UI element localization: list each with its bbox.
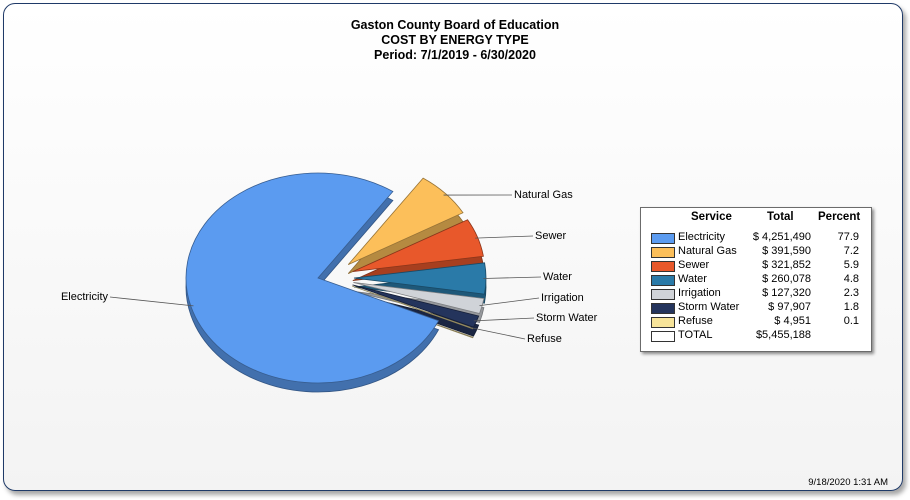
legend-row: Sewer $ 321,852 5.9 — [641, 259, 871, 273]
legend-row: Natural Gas $ 391,590 7.2 — [641, 245, 871, 259]
legend-service: Electricity — [678, 231, 726, 243]
timestamp: 9/18/2020 1:31 AM — [808, 477, 888, 488]
legend-row: TOTAL $5,455,188 — [641, 329, 871, 343]
legend-percent: 1.8 — [843, 301, 859, 313]
legend-row: Storm Water $ 97,907 1.8 — [641, 301, 871, 315]
legend-service: Natural Gas — [678, 245, 737, 257]
legend-service: Sewer — [678, 259, 710, 271]
legend-swatch — [651, 317, 675, 328]
chart-titles: Gaston County Board of Education COST BY… — [0, 18, 910, 63]
callout-label: Irrigation — [541, 292, 584, 304]
chart-period: Period: 7/1/2019 - 6/30/2020 — [374, 48, 536, 62]
legend: Service Total Percent Electricity $ 4,251… — [640, 207, 872, 352]
legend-total: $ 97,907 — [768, 301, 811, 313]
legend-percent: 0.1 — [843, 315, 859, 327]
callout-line — [483, 276, 542, 279]
callout-line — [470, 327, 526, 340]
callout-label: Sewer — [535, 230, 567, 242]
callout-label: Natural Gas — [514, 189, 573, 201]
legend-row: Water $ 260,078 4.8 — [641, 273, 871, 287]
legend-percent: 4.8 — [843, 273, 859, 285]
pie-slice-sewer — [352, 219, 484, 272]
legend-swatch — [651, 233, 675, 244]
legend-total: $ 391,590 — [762, 245, 811, 257]
callout-line — [473, 317, 535, 322]
legend-header-total: Total — [767, 211, 794, 223]
legend-service: Water — [678, 273, 707, 285]
legend-swatch — [651, 275, 675, 286]
callout-label: Electricity — [61, 291, 109, 303]
legend-total: $ 321,852 — [762, 259, 811, 271]
legend-swatch — [651, 303, 675, 314]
legend-service: Storm Water — [678, 301, 740, 313]
pie-slice-natural-gas — [347, 177, 464, 265]
pie-slice-electricity — [185, 172, 440, 384]
legend-swatch — [651, 261, 675, 272]
callout-line — [109, 296, 194, 307]
legend-service: TOTAL — [678, 329, 713, 341]
legend-header-service: Service — [691, 211, 732, 223]
legend-percent: 7.2 — [843, 245, 859, 257]
legend-row: Refuse $ 4,951 0.1 — [641, 315, 871, 329]
legend-total: $ 127,320 — [762, 287, 811, 299]
pie-slice-storm-water — [352, 284, 480, 328]
callout-label: Storm Water — [536, 312, 598, 324]
legend-row: Electricity $ 4,251,490 77.9 — [641, 231, 871, 245]
callout-label: Water — [543, 271, 572, 283]
legend-total: $ 4,251,490 — [752, 231, 811, 243]
legend-total: $5,455,188 — [755, 329, 811, 341]
callout-line — [479, 297, 540, 307]
legend-row: Irrigation $ 127,320 2.3 — [641, 287, 871, 301]
legend-percent: 5.9 — [843, 259, 859, 271]
legend-service: Irrigation — [678, 287, 721, 299]
legend-percent: 77.9 — [837, 231, 859, 243]
legend-swatch — [651, 331, 675, 342]
legend-swatch — [651, 289, 675, 300]
chart-subtitle: COST BY ENERGY TYPE — [381, 33, 529, 47]
chart-title: Gaston County Board of Education — [350, 18, 560, 32]
pie-slice-irrigation — [353, 282, 485, 315]
legend-swatch — [651, 247, 675, 258]
legend-service: Refuse — [678, 315, 713, 327]
callout-label: Refuse — [527, 333, 562, 345]
callout-line — [475, 235, 534, 239]
legend-total: $ 4,951 — [774, 315, 811, 327]
legend-total: $ 260,078 — [762, 273, 811, 285]
legend-percent: 2.3 — [843, 287, 859, 299]
legend-header-percent: Percent — [818, 211, 861, 223]
